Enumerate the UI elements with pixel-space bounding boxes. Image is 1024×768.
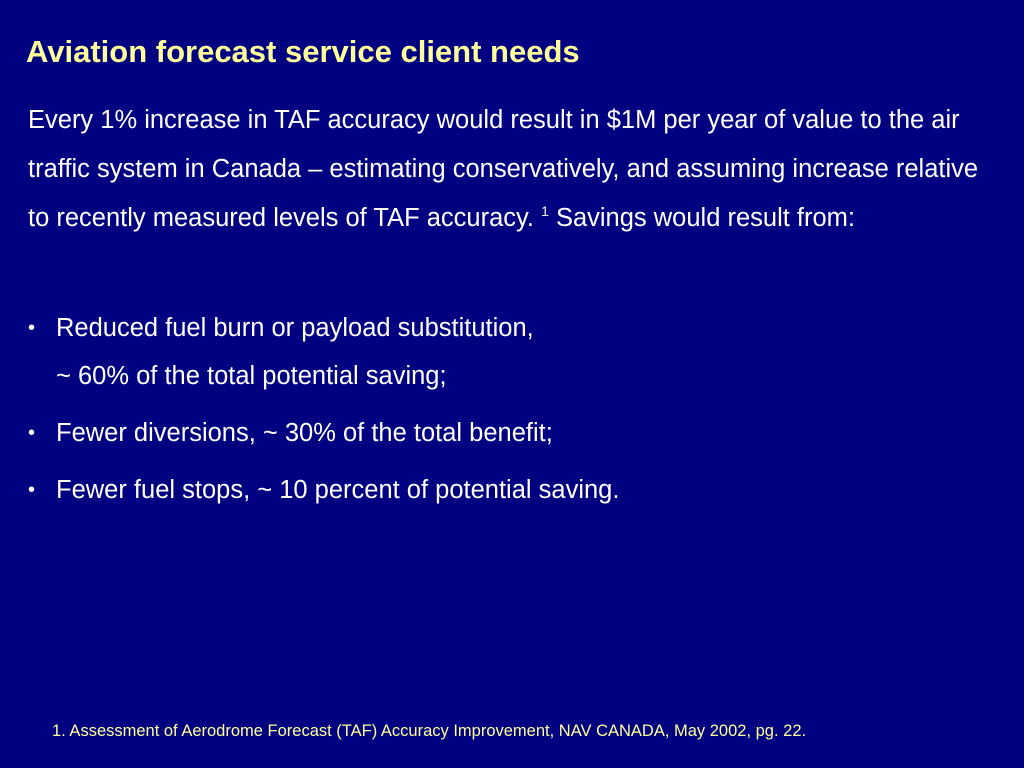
footnote: 1. Assessment of Aerodrome Forecast (TAF…: [52, 722, 807, 740]
bullet-item-diversions: • Fewer diversions, ~ 30% of the total b…: [28, 409, 998, 457]
bullet-text: Reduced fuel burn or payload substitutio…: [56, 314, 534, 342]
intro-text-continued: Savings would result from:: [555, 204, 855, 232]
bullet-text-continued: ~ 60% of the total potential saving;: [56, 362, 447, 390]
savings-bullet-list: • Reduced fuel burn or payload substitut…: [28, 304, 998, 523]
intro-text: Every 1% increase in TAF accuracy would …: [28, 106, 979, 232]
bullet-text: Fewer diversions, ~ 30% of the total ben…: [56, 419, 553, 447]
slide-title: Aviation forecast service client needs: [26, 34, 580, 69]
footnote-reference: 1: [541, 203, 549, 219]
bullet-dot-icon: •: [28, 317, 36, 339]
bullet-dot-icon: •: [28, 422, 36, 444]
bullet-item-fuel-stops: • Fewer fuel stops, ~ 10 percent of pote…: [28, 466, 998, 514]
bullet-dot-icon: •: [28, 479, 36, 501]
bullet-item-fuel-burn: • Reduced fuel burn or payload substitut…: [28, 304, 998, 400]
bullet-text: Fewer fuel stops, ~ 10 percent of potent…: [56, 476, 620, 504]
intro-paragraph: Every 1% increase in TAF accuracy would …: [28, 96, 1003, 243]
